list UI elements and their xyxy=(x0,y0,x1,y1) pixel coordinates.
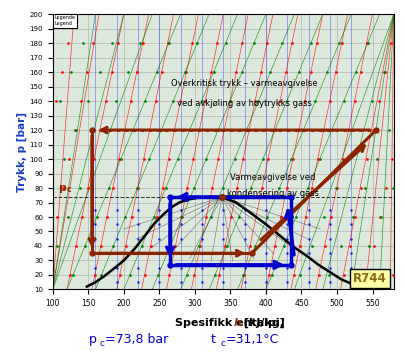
Text: Legende
Legend: Legende Legend xyxy=(54,16,75,26)
Text: Overkritisk trykk – varmeavgivelse: Overkritisk trykk – varmeavgivelse xyxy=(171,79,317,88)
Text: c: c xyxy=(220,339,225,348)
Text: Varmeavgivelse ved: Varmeavgivelse ved xyxy=(230,173,315,183)
Text: p: p xyxy=(89,333,97,346)
Text: ved avkjøling av høytrykks gass: ved avkjøling av høytrykks gass xyxy=(177,100,311,108)
Text: kondensering av gass: kondensering av gass xyxy=(226,189,318,198)
Text: =73,8 bar: =73,8 bar xyxy=(104,333,168,346)
Text: Spesifikk entalpi,: Spesifikk entalpi, xyxy=(174,318,287,328)
Text: R744: R744 xyxy=(352,272,386,285)
Text: $\mathbf{p_c}$: $\mathbf{p_c}$ xyxy=(58,184,72,196)
Text: [kJ/kg]: [kJ/kg] xyxy=(240,318,285,328)
Text: =31,1°C: =31,1°C xyxy=(225,333,278,346)
Text: t: t xyxy=(211,333,215,346)
Text: h: h xyxy=(233,318,241,328)
Y-axis label: Trykk, p [bar]: Trykk, p [bar] xyxy=(17,112,27,192)
Text: c: c xyxy=(99,339,104,348)
